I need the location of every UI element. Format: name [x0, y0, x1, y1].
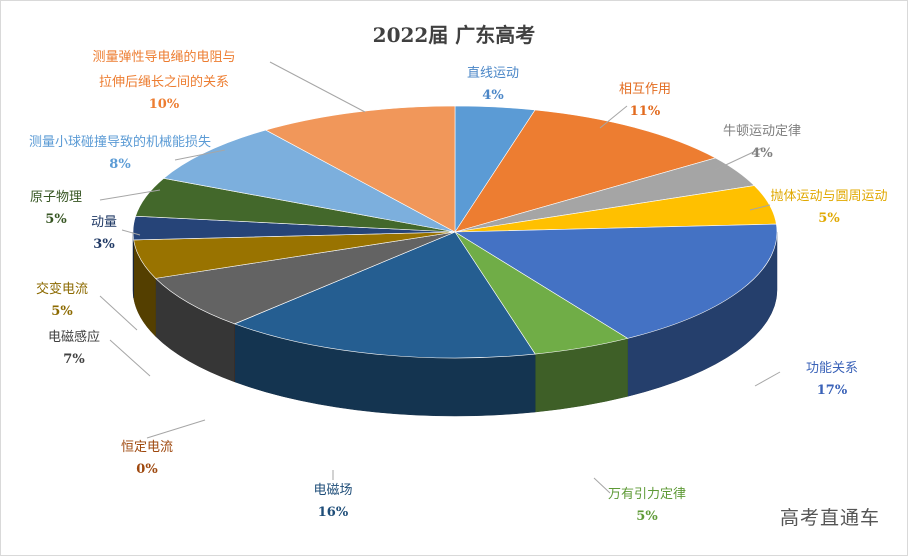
slice-top-4 [453, 223, 778, 339]
slice-top-6 [233, 231, 536, 359]
slice-label-9: 交变电流 [36, 281, 88, 297]
leader-line-5 [593, 477, 611, 494]
leader-line-11 [99, 189, 161, 201]
slice-label-4: 功能关系 [806, 361, 858, 376]
slice-label-8: 电磁感应 [48, 329, 100, 345]
slice-label-11: 原子物理 [30, 190, 82, 205]
leader-line-13 [269, 61, 366, 113]
leader-line-1 [599, 105, 628, 129]
slice-percent-10: 3% [93, 237, 115, 252]
leader-line-8 [109, 339, 151, 377]
slice-label-12: 测量小球碰撞导致的机械能损失 [29, 134, 211, 150]
slice-label-2: 牛顿运动定律 [723, 124, 801, 139]
leader-line-7 [146, 419, 206, 439]
slice-top-1 [454, 109, 717, 233]
leader-line-12 [174, 149, 226, 161]
slice-percent-3: 5% [818, 211, 840, 226]
slice-side-10 [132, 231, 134, 298]
slice-top-13 [264, 105, 456, 233]
leader-line-10 [121, 229, 141, 236]
leader-lines [99, 61, 781, 494]
slice-label-0: 直线运动 [467, 66, 519, 81]
leader-line-2 [714, 147, 763, 171]
slice-label-13-line0: 测量弹性导电绳的电阻与 [92, 49, 235, 65]
slice-percent-1: 11% [630, 104, 661, 119]
slice-percent-2: 4% [751, 146, 773, 161]
pie-tops [132, 105, 778, 359]
slice-percent-9: 5% [51, 304, 73, 319]
slice-label-7: 恒定电流 [121, 440, 173, 455]
leader-line-3 [749, 204, 771, 211]
slice-percent-6: 16% [318, 505, 349, 520]
slice-labels: 直线运动 4% 相互作用 11% 牛顿运动定律 4% 抛体运动与圆周运动 5% 功能关系 17% 万… [29, 49, 888, 524]
slice-top-8 [154, 231, 456, 325]
slice-label-1: 相互作用 [619, 82, 671, 97]
pie-sides [132, 231, 778, 417]
slice-label-10: 动量 [91, 215, 117, 230]
slice-percent-13: 10% [149, 97, 180, 112]
slice-percent-11: 5% [45, 212, 67, 227]
watermark-text: 高考直通车 [779, 507, 880, 529]
slice-percent-7: 0% [136, 462, 158, 477]
slice-label-6: 电磁场 [313, 483, 352, 498]
slice-percent-8: 7% [63, 352, 85, 367]
slice-top-12 [162, 129, 456, 233]
slice-percent-12: 8% [109, 157, 131, 172]
chart-title: 2022届 广东高考 [373, 23, 536, 47]
leader-line-9 [99, 295, 138, 331]
slice-label-5: 万有引力定律 [608, 487, 686, 502]
slice-percent-0: 4% [482, 88, 504, 103]
slice-label-3: 抛体运动与圆周运动 [770, 189, 887, 204]
slice-percent-5: 5% [636, 509, 658, 524]
slice-label-13-line1: 拉伸后绳长之间的关系 [99, 74, 229, 90]
slice-percent-4: 17% [817, 383, 848, 398]
leader-line-4 [754, 371, 781, 387]
